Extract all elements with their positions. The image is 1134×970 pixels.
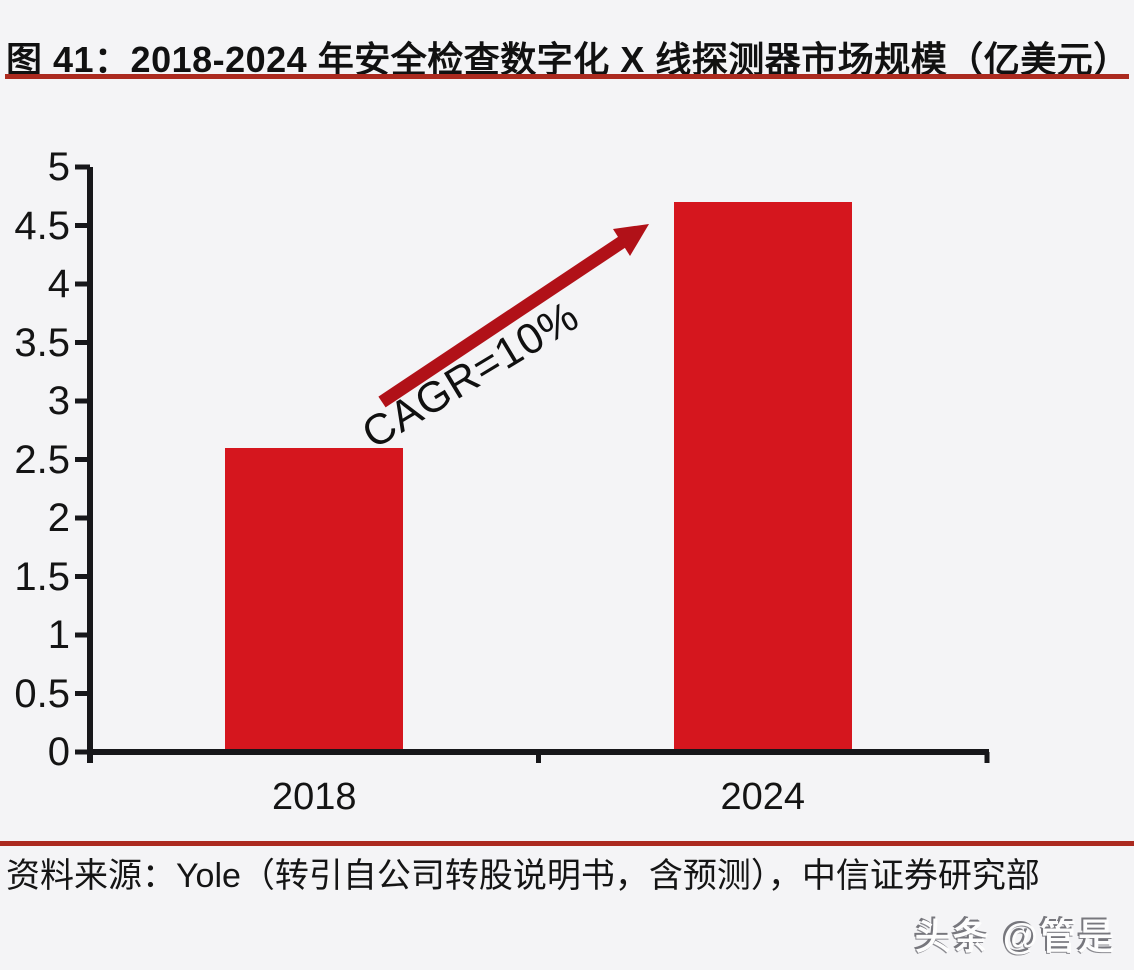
y-tick-label: 3.5 [14,320,70,365]
y-tick-label: 0.5 [14,671,70,716]
figure-title: 图 41：2018-2024 年安全检查数字化 X 线探测器市场规模（亿美元） [6,39,1130,80]
source-separator-rule [0,841,1134,846]
y-tick-label: 4.5 [14,203,70,248]
arrow-head-icon [613,224,649,256]
watermark: 头条 @管是 [914,916,1116,957]
source-text: 资料来源：Yole（转引自公司转股说明书，含预测），中信证券研究部 [6,857,1040,895]
x-axis-label-2024: 2024 [720,776,806,818]
bar-2018 [225,447,404,752]
y-tick-label: 1 [47,613,70,657]
y-tick-label: 4 [47,262,70,306]
y-tick-label: 3 [47,379,70,423]
axis-svg [75,164,990,763]
growth-arrow [378,224,649,408]
y-tick-label: 2 [47,496,70,540]
bar-chart: CAGR=10% 0 0.5 1 1.5 2 2.5 3 3.5 4 4.5 5 2018 2024 [0,100,1134,840]
y-tick-label: 1.5 [14,554,70,599]
y-tick-label: 0 [47,730,70,774]
x-axis-label-2018: 2018 [271,776,357,818]
arrow-shaft [378,236,626,408]
bar-2024 [673,202,852,752]
y-tick-label: 5 [47,145,70,189]
title-underline-rule [5,74,1129,79]
y-tick-label: 2.5 [14,437,70,482]
